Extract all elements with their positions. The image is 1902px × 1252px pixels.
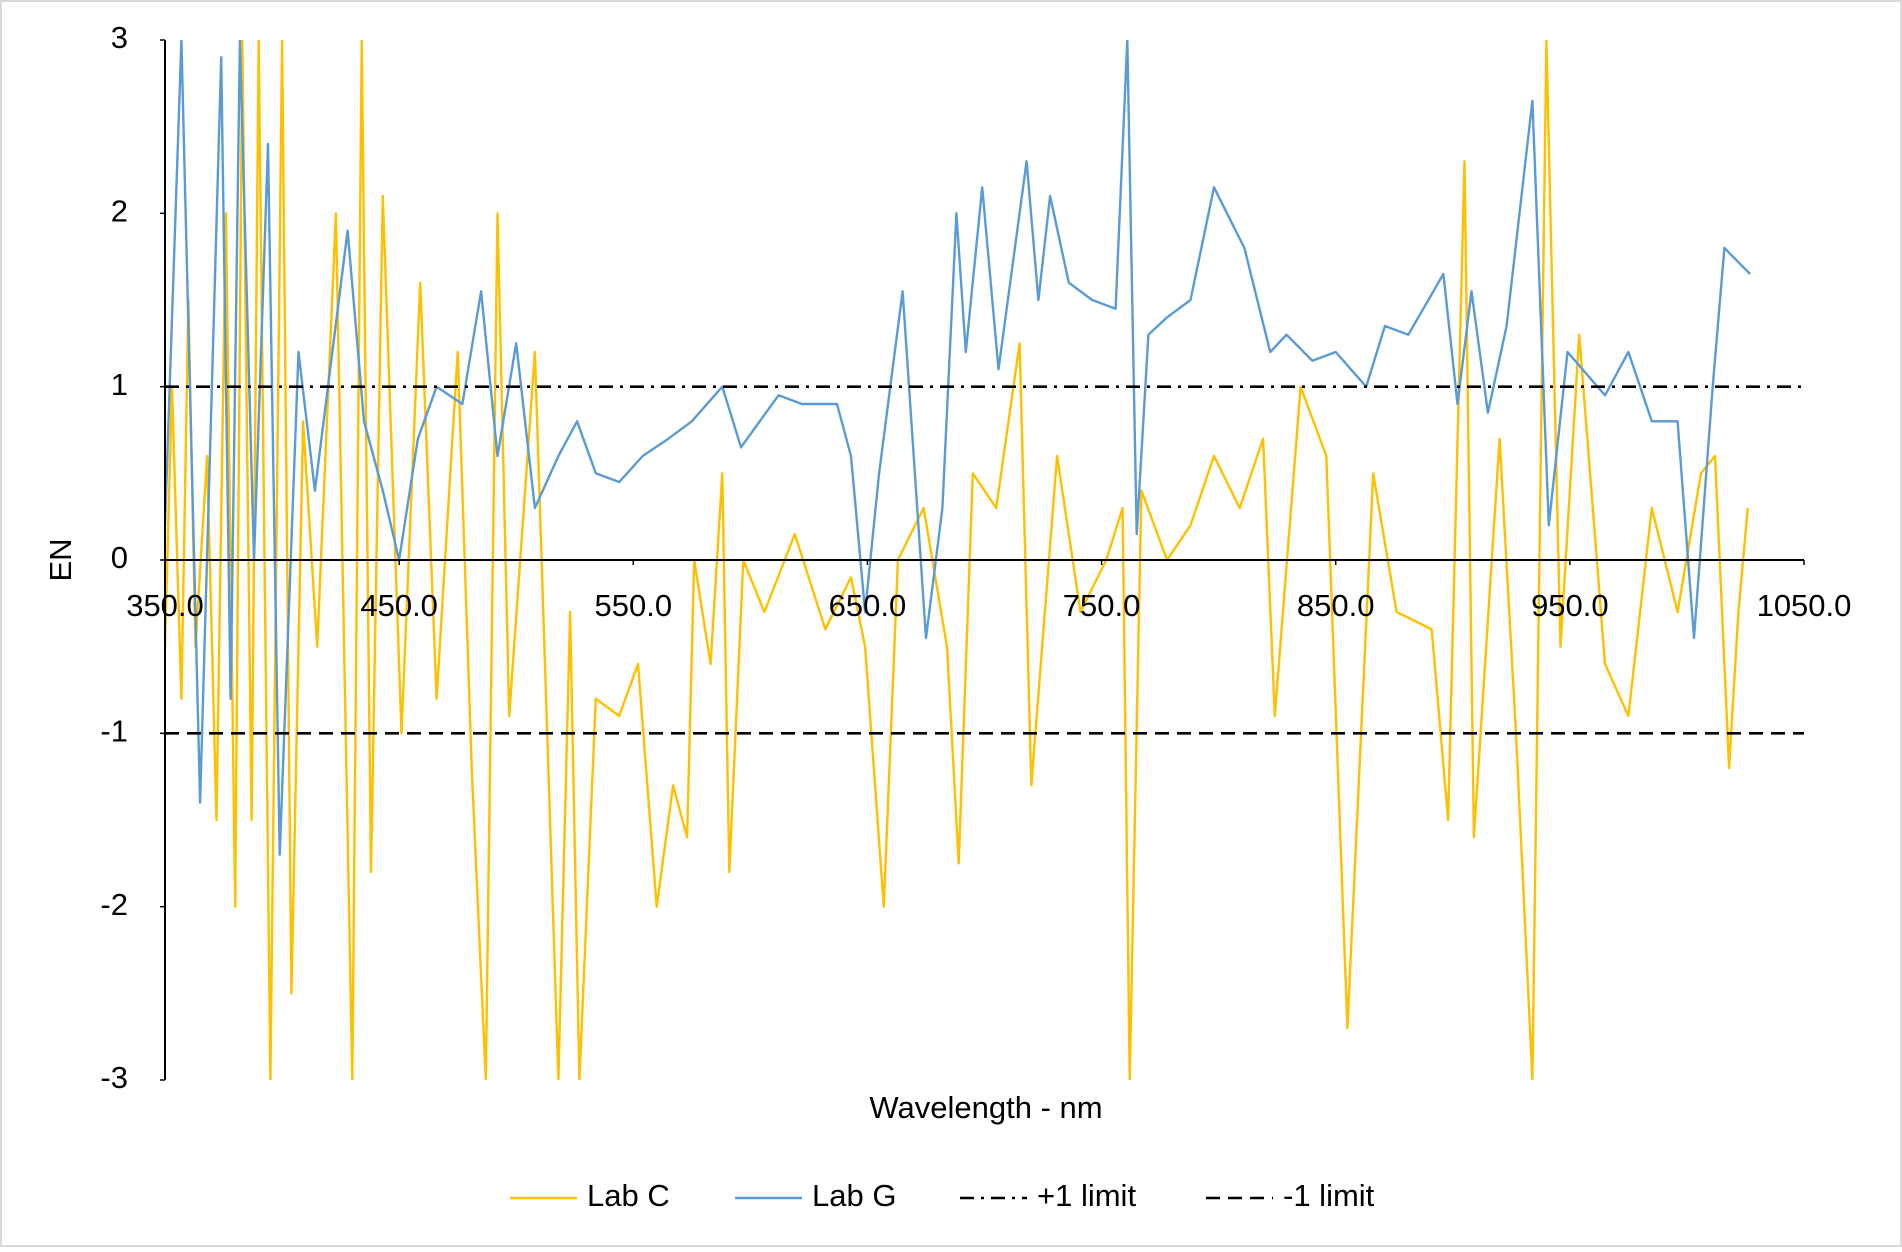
x-tick-label: 850.0 xyxy=(1297,588,1375,623)
plot-area xyxy=(165,40,1804,1080)
x-tick-label: 750.0 xyxy=(1063,588,1141,623)
series-line xyxy=(165,40,1751,856)
legend-label: Lab C xyxy=(587,1178,670,1213)
x-tick-label: 450.0 xyxy=(360,588,438,623)
legend-label: +1 limit xyxy=(1037,1178,1136,1213)
y-tick-label: -3 xyxy=(100,1060,128,1095)
legend-label: Lab G xyxy=(812,1178,896,1213)
legend-label: -1 limit xyxy=(1283,1178,1375,1213)
y-tick-label: 3 xyxy=(111,20,128,55)
y-tick-label: 2 xyxy=(111,194,128,229)
y-axis-title: EN xyxy=(43,538,78,581)
y-tick-label: -1 xyxy=(100,714,128,749)
x-axis-title: Wavelength - nm xyxy=(869,1090,1102,1125)
y-tick-label: -2 xyxy=(100,887,128,922)
x-tick-label: 1050.0 xyxy=(1757,588,1852,623)
y-tick-label: 1 xyxy=(111,367,128,402)
x-tick-label: 550.0 xyxy=(594,588,672,623)
x-tick-label: 950.0 xyxy=(1531,588,1609,623)
x-tick-label: 650.0 xyxy=(829,588,907,623)
y-tick-label: 0 xyxy=(111,540,128,575)
